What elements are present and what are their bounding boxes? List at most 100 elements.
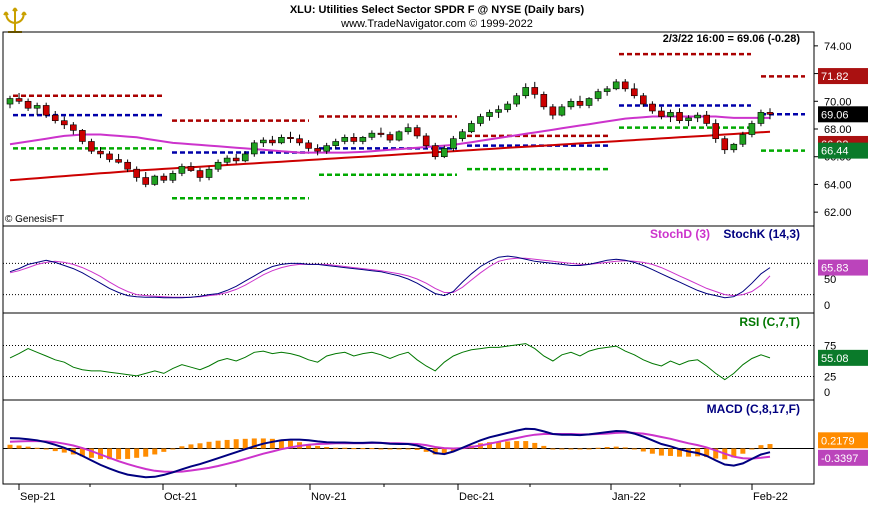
macd-hist-bar	[215, 440, 221, 449]
rsi-tick-label: 25	[824, 372, 836, 384]
candle-body	[33, 105, 41, 109]
stoch-tick-label: 50	[824, 274, 836, 286]
macd-hist-bar	[233, 439, 239, 449]
candle-body	[477, 116, 484, 124]
candle-body	[60, 120, 68, 126]
macd-hist-bar	[242, 438, 248, 449]
candle-body	[142, 177, 150, 185]
macd-hist-bar	[387, 448, 393, 450]
price-tag-low: 66.44	[818, 142, 868, 159]
candle-body	[133, 168, 140, 178]
candle-body	[305, 142, 312, 149]
x-tick-label: Sep-21	[20, 491, 55, 503]
macd-hist-bar	[134, 448, 140, 458]
macd-hist-bar	[740, 448, 746, 454]
macd-hist-bar	[758, 445, 764, 449]
candle-body	[359, 137, 367, 142]
macd-hist-bar	[224, 439, 230, 449]
candle-body	[450, 138, 457, 149]
macd-title: MACD (C,8,17,F)	[707, 402, 800, 416]
candle-body	[151, 175, 159, 185]
candle-body	[721, 138, 729, 151]
macd-hist-bar	[514, 441, 520, 449]
candle-body	[413, 127, 421, 137]
candle-body	[522, 87, 530, 97]
price-tag-low-bg	[818, 142, 868, 159]
candle-body	[115, 159, 122, 163]
macd-hist-bar	[604, 447, 610, 449]
candle-body	[287, 137, 294, 139]
stoch-tag-text: 65.83	[821, 263, 849, 275]
y-tick-label: 62.00	[824, 207, 852, 219]
macd-hist-bar	[378, 448, 384, 450]
macd-hist-bar	[333, 447, 339, 449]
x-tick-label: Nov-21	[311, 491, 346, 503]
candle-body	[88, 141, 95, 152]
macd-signal-line	[9, 431, 771, 473]
candle-body	[495, 109, 502, 113]
macd-pane[interactable]: 0.2179 -0.3397	[3, 427, 868, 479]
macd-hist-bar	[541, 445, 547, 449]
macd-hist-bar	[342, 447, 348, 449]
watermark: © GenesisFT	[5, 214, 64, 225]
candle-body	[214, 161, 222, 170]
candle-body	[178, 166, 186, 174]
candle-body	[205, 168, 213, 178]
candle-body	[513, 95, 520, 105]
candle-body	[51, 114, 59, 121]
x-tick-label: Dec-21	[459, 491, 494, 503]
x-tick-label: Jan-22	[612, 491, 646, 503]
price-tag-top-bg	[818, 68, 868, 85]
macd-hist-bar	[52, 448, 58, 452]
macd-hist-bar	[287, 440, 293, 449]
candle-body	[667, 112, 674, 117]
candle-body	[504, 103, 511, 110]
macd-tag-signal-text: -0.3397	[821, 453, 858, 465]
candle-body	[70, 124, 77, 131]
candle-body	[241, 153, 249, 162]
macd-hist-bar	[613, 446, 619, 449]
rsi-tick-label: 0	[824, 387, 830, 399]
macd-hist-bar	[686, 448, 692, 457]
macd-hist-bar	[667, 448, 673, 456]
macd-hist-bar	[179, 446, 185, 449]
candle-body	[341, 137, 349, 142]
candle-body	[386, 134, 394, 141]
macd-hist-bar	[496, 441, 502, 449]
price-tag-low-text: 66.44	[821, 146, 849, 158]
macd-tag-hist-text: 0.2179	[821, 435, 855, 447]
macd-hist-bar	[631, 448, 637, 450]
candle-body	[685, 117, 692, 121]
macd-hist-bar	[251, 438, 257, 449]
macd-hist-bar	[640, 448, 646, 452]
macd-hist-bar	[568, 448, 574, 450]
macd-hist-bar	[7, 444, 13, 449]
y-tick-label: 64.00	[824, 179, 852, 191]
candle-body	[187, 166, 195, 171]
price-tag-top-text: 71.82	[821, 71, 849, 83]
macd-hist-bar	[306, 444, 312, 449]
chart-subtitle: www.TradeNavigator.com © 1999-2022	[340, 18, 533, 30]
macd-hist-bar	[25, 446, 31, 449]
rsi-tag-bg	[818, 349, 868, 366]
macd-hist-bar	[197, 443, 203, 449]
candle-body	[603, 88, 611, 92]
stochd-title: StochD (3)	[650, 227, 710, 241]
candle-body	[531, 87, 539, 95]
trident-logo-icon	[3, 7, 27, 33]
candle-body	[757, 112, 765, 124]
candle-body	[296, 138, 303, 144]
candle-body	[694, 114, 701, 119]
price-pane[interactable]: 62.0064.0066.0068.0070.0072.0074.0066.92…	[6, 41, 868, 219]
rsi-tag-text: 55.08	[821, 353, 849, 365]
candle-body	[549, 106, 557, 116]
candle-body	[594, 91, 602, 99]
macd-hist-bar	[369, 448, 375, 450]
macd-hist-bar	[170, 448, 176, 450]
macd-hist-bar	[188, 444, 194, 449]
pane-frames	[2, 31, 815, 485]
